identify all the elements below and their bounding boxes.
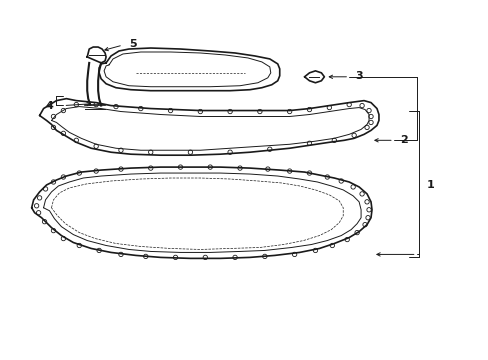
Text: 1: 1 xyxy=(426,180,433,190)
Text: 4: 4 xyxy=(45,100,53,111)
Text: 3: 3 xyxy=(355,71,362,81)
Text: 2: 2 xyxy=(399,135,407,145)
Text: 5: 5 xyxy=(129,39,137,49)
